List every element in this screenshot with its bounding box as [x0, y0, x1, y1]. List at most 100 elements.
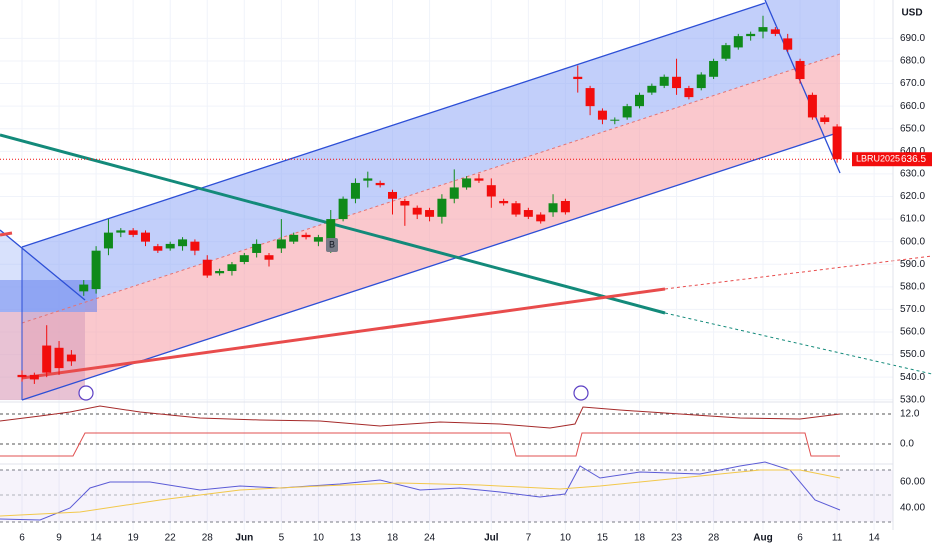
- x-tick-label: Jul: [484, 533, 499, 544]
- y-tick-label: 630.0: [900, 169, 925, 180]
- candle-body: [783, 38, 793, 50]
- trend-line-red-left: [0, 231, 13, 237]
- candle-body: [696, 74, 706, 89]
- down-channel-line: [764, 0, 841, 174]
- x-tick-label: 11: [832, 533, 843, 544]
- candle-body: [375, 182, 385, 186]
- candle-body: [326, 219, 336, 240]
- candle-body: [807, 94, 817, 118]
- candle-body: [659, 76, 669, 86]
- candle-body: [128, 230, 138, 235]
- x-tick-label: 23: [671, 533, 683, 544]
- candle-body: [536, 214, 546, 222]
- candle-body: [425, 210, 435, 217]
- candle-body: [721, 45, 731, 59]
- candle-body: [610, 119, 620, 121]
- rsi-band: [0, 470, 893, 522]
- event-icon[interactable]: [573, 385, 589, 401]
- candle-body: [66, 354, 76, 362]
- y-tick-label: 680.0: [900, 56, 925, 67]
- candle-body: [733, 36, 743, 48]
- candle-body: [672, 76, 682, 89]
- candle-body: [412, 207, 422, 215]
- candle-body: [437, 198, 447, 217]
- y-tick-label: 540.0: [900, 372, 925, 383]
- price-axis: USD 690.0680.0670.0660.0650.0640.0630.06…: [19, 0, 932, 544]
- candle-body: [474, 178, 484, 181]
- candle-body: [795, 60, 805, 80]
- candle-body: [165, 243, 175, 249]
- y-tick-label: 0.0: [900, 439, 914, 450]
- channel-upper-fill: [22, 0, 840, 323]
- candle-body: [709, 60, 719, 77]
- x-tick-label: 28: [202, 533, 214, 544]
- candle-body: [301, 234, 311, 238]
- candle-body: [548, 203, 558, 213]
- x-tick-label: 28: [708, 533, 720, 544]
- candle-body: [622, 106, 632, 118]
- candle-body: [178, 239, 188, 247]
- indicator-panes: [0, 401, 893, 523]
- y-tick-label: 610.0: [900, 214, 925, 225]
- last-price-tag: [852, 152, 932, 167]
- y-tick-label: 530.0: [900, 394, 925, 405]
- candle-body: [635, 94, 644, 107]
- x-tick-label: Jun: [235, 533, 253, 544]
- y-tick-label: 12.0: [900, 409, 920, 420]
- candle-body: [338, 198, 348, 220]
- candle-body: [832, 126, 842, 160]
- candle-body: [350, 182, 360, 199]
- y-tick-label: 650.0: [900, 123, 925, 134]
- candle-body: [523, 210, 533, 217]
- candle-body: [770, 29, 780, 34]
- y-tick-label: 620.0: [900, 191, 925, 202]
- x-tick-label: 24: [424, 533, 436, 544]
- candle-body: [91, 250, 101, 290]
- y-tick-label: 640.0: [900, 146, 925, 157]
- left-line: [0, 229, 86, 301]
- candle-body: [215, 271, 225, 274]
- candle-body: [560, 201, 570, 213]
- candle-body: [153, 246, 163, 251]
- candle-body: [190, 241, 200, 251]
- x-tick-label: 13: [350, 533, 362, 544]
- marker-label: B: [329, 239, 335, 249]
- last-price-label: 636.5: [901, 154, 926, 165]
- candle-body: [79, 284, 89, 292]
- channel-lower-line: [21, 131, 841, 401]
- candle-body: [400, 201, 410, 206]
- candle-body: [388, 191, 397, 199]
- candle-body: [227, 264, 237, 272]
- trend-line-red: [21, 287, 666, 380]
- indicator-line: [0, 405, 841, 429]
- y-tick-label: 550.0: [900, 349, 925, 360]
- box-fill: [0, 280, 97, 312]
- channel-lower-fill: [22, 54, 840, 400]
- x-tick-label: 19: [128, 533, 140, 544]
- y-tick-label: 600.0: [900, 236, 925, 247]
- y-tick-label: 40.00: [900, 503, 925, 514]
- rsi-ma-line: [0, 469, 841, 517]
- y-tick-label: 590.0: [900, 259, 925, 270]
- candle-body: [54, 347, 64, 369]
- candle-body: [17, 374, 27, 378]
- x-tick-label: 15: [597, 533, 609, 544]
- y-tick-label: 560.0: [900, 327, 925, 338]
- marker-box: [326, 238, 338, 252]
- candle-body: [585, 88, 595, 107]
- x-tick-label: 7: [526, 533, 532, 544]
- event-icon[interactable]: [78, 385, 94, 401]
- x-tick-label: 6: [797, 533, 803, 544]
- channel-upper-line: [21, 2, 766, 248]
- candle-body: [684, 88, 694, 98]
- x-tick-label: 5: [279, 533, 285, 544]
- x-tick-label: Aug: [753, 533, 772, 544]
- x-tick-label: 14: [91, 533, 103, 544]
- candle-body: [573, 76, 583, 80]
- y-tick-label: 670.0: [900, 78, 925, 89]
- trend-line-teal-ext: [664, 312, 932, 375]
- candle-body: [313, 237, 323, 242]
- candle-body: [511, 203, 521, 215]
- y-tick-label: 60.00: [900, 477, 925, 488]
- x-tick-label: 10: [313, 533, 325, 544]
